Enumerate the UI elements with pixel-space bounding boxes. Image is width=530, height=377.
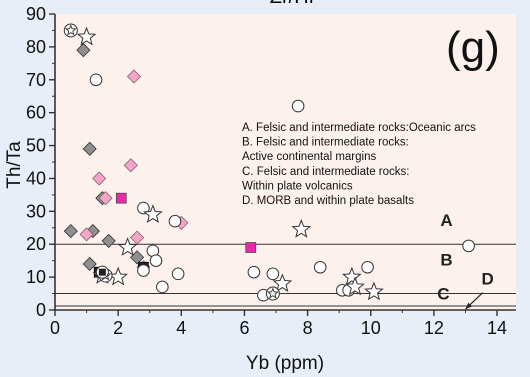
y-tick-label: 40 [26, 168, 46, 188]
panel-label: (g) [446, 23, 500, 72]
field-label-A: A [440, 211, 452, 230]
circle-point [156, 280, 169, 294]
star-point [117, 237, 138, 256]
y-tick-label: 70 [26, 70, 46, 90]
data-points [63, 23, 475, 302]
circle-point [171, 267, 185, 281]
circle-star-inner [266, 287, 279, 299]
pink-diamond-point [98, 191, 113, 206]
circle-star-inner [64, 24, 77, 36]
legend-line: C. Felsic and intermediate rocks: [242, 166, 409, 178]
gray-diamond-point [76, 43, 91, 58]
star-point [341, 266, 362, 286]
field-label-B: B [440, 251, 452, 270]
pink-diamond-point [79, 227, 94, 242]
star-point [143, 204, 163, 224]
star-point [345, 276, 365, 296]
x-tick-label: 14 [487, 318, 507, 338]
y-tick-label: 60 [26, 103, 46, 123]
circle-point [168, 214, 182, 228]
y-tick-label: 0 [36, 300, 46, 320]
magenta-square-point [245, 242, 257, 253]
star-point [364, 281, 384, 301]
y-tick-label: 90 [26, 4, 46, 24]
x-tick-label: 0 [50, 318, 60, 338]
y-tick-label: 50 [26, 136, 46, 156]
legend-line: Within plate volcanics [242, 180, 353, 192]
circle-square-inner [98, 268, 106, 276]
legend: A. Felsic and intermediate rocks:Oceanic… [242, 122, 476, 207]
y-tick-label: 80 [26, 37, 46, 57]
circle-point [361, 260, 374, 274]
circle-point [266, 267, 280, 281]
circle-point [137, 264, 150, 277]
x-tick-label: 6 [239, 318, 249, 338]
y-tick-label: 10 [26, 267, 46, 287]
x-tick-label: 4 [176, 318, 186, 338]
x-tick-label: 2 [113, 318, 123, 338]
pink-diamond-point [126, 69, 141, 84]
pink-diamond-point [130, 230, 145, 245]
x-axis-label: Yb (ppm) [246, 353, 324, 374]
axes: 0 2 4 6 8 10 12 14 0 10 20 30 40 50 60 70 80 90 [26, 4, 516, 338]
gray-diamond-point [85, 224, 100, 239]
x-tick-label: 8 [303, 318, 313, 338]
circle-point [313, 260, 327, 274]
circle-point [149, 254, 163, 267]
legend-line: Active continental margins [242, 151, 376, 163]
y-tick-label: 30 [26, 201, 46, 221]
magenta-square-point [115, 192, 127, 204]
star-point [291, 219, 312, 238]
y-tick-label: 20 [26, 234, 46, 254]
star-point [272, 273, 293, 293]
circle-point [137, 201, 150, 215]
legend-line: D. MORB and within plate basalts [242, 195, 414, 207]
legend-line: B. Felsic and intermediate rocks: [242, 137, 409, 149]
legend-line: A. Felsic and intermediate rocks:Oceanic… [242, 122, 476, 134]
gray-diamond-point [82, 256, 97, 272]
gray-diamond-point [101, 233, 116, 248]
gray-diamond-point [63, 224, 78, 239]
circle-point [89, 73, 103, 87]
pink-diamond-point [92, 171, 107, 186]
x-tick-label: 12 [424, 318, 444, 338]
gray-diamond-point [82, 141, 97, 156]
circle-point [247, 265, 261, 279]
field-labels: A BC D [437, 211, 494, 310]
chart-title: Zr/Hf [270, 0, 315, 8]
star-point [76, 26, 97, 46]
pink-diamond-point [123, 158, 138, 173]
y-axis-label: Th/Ta [4, 141, 25, 189]
field-d-arrowhead [465, 302, 473, 310]
circle-point [462, 239, 475, 253]
circle-point [291, 99, 305, 113]
field-label-C: C [437, 284, 449, 303]
x-tick-label: 10 [361, 318, 381, 338]
field-label-D: D [481, 269, 493, 288]
